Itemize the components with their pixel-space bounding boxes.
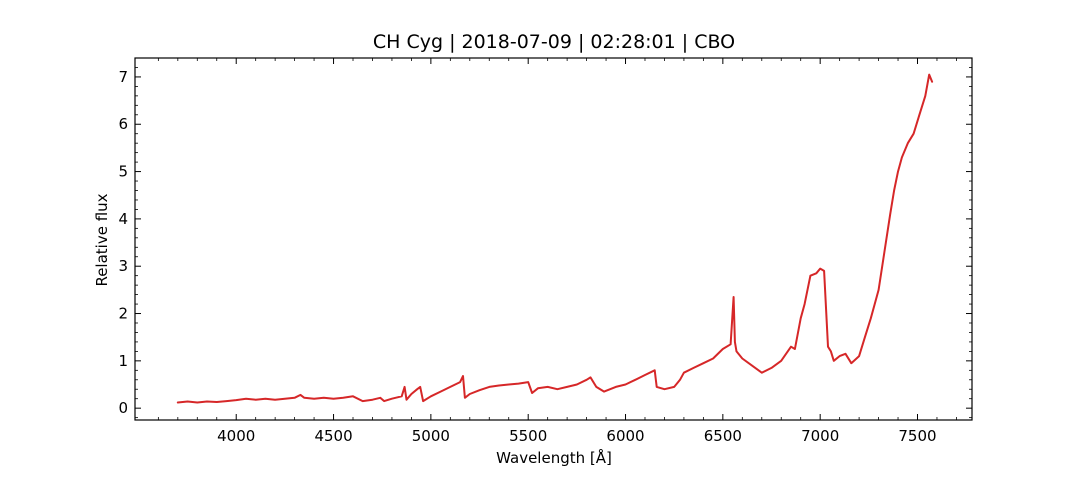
y-tick-label: 7 — [118, 68, 128, 86]
y-tick-label: 0 — [118, 399, 128, 417]
x-tick-label: 7500 — [898, 427, 936, 445]
x-axis-title: Wavelength [Å] — [496, 448, 612, 467]
plot-frame — [134, 57, 973, 421]
y-tick-label: 5 — [118, 163, 128, 181]
x-tick-label: 4500 — [314, 427, 352, 445]
chart-title: CH Cyg | 2018-07-09 | 02:28:01 | CBO — [373, 31, 735, 53]
x-tick-label: 4000 — [217, 427, 255, 445]
y-tick-label: 1 — [118, 352, 128, 370]
x-tick-label: 5500 — [509, 427, 547, 445]
y-axis-title: Relative flux — [93, 193, 111, 286]
y-tick-label: 2 — [118, 305, 128, 323]
x-tick-label: 5000 — [412, 427, 450, 445]
y-tick-label: 4 — [118, 210, 128, 228]
x-tick-label: 6500 — [704, 427, 742, 445]
y-tick-label: 3 — [118, 257, 128, 275]
y-tick-label: 6 — [118, 115, 128, 133]
x-tick-label: 7000 — [801, 427, 839, 445]
ticks-layer: 4000 4500 5000 5500 6000 6500 7000 7500 0 1 2 3 4 5 6 7 — [118, 58, 972, 445]
series-layer — [176, 73, 934, 404]
x-tick-label: 6000 — [606, 427, 644, 445]
spectrum-line — [176, 73, 934, 404]
